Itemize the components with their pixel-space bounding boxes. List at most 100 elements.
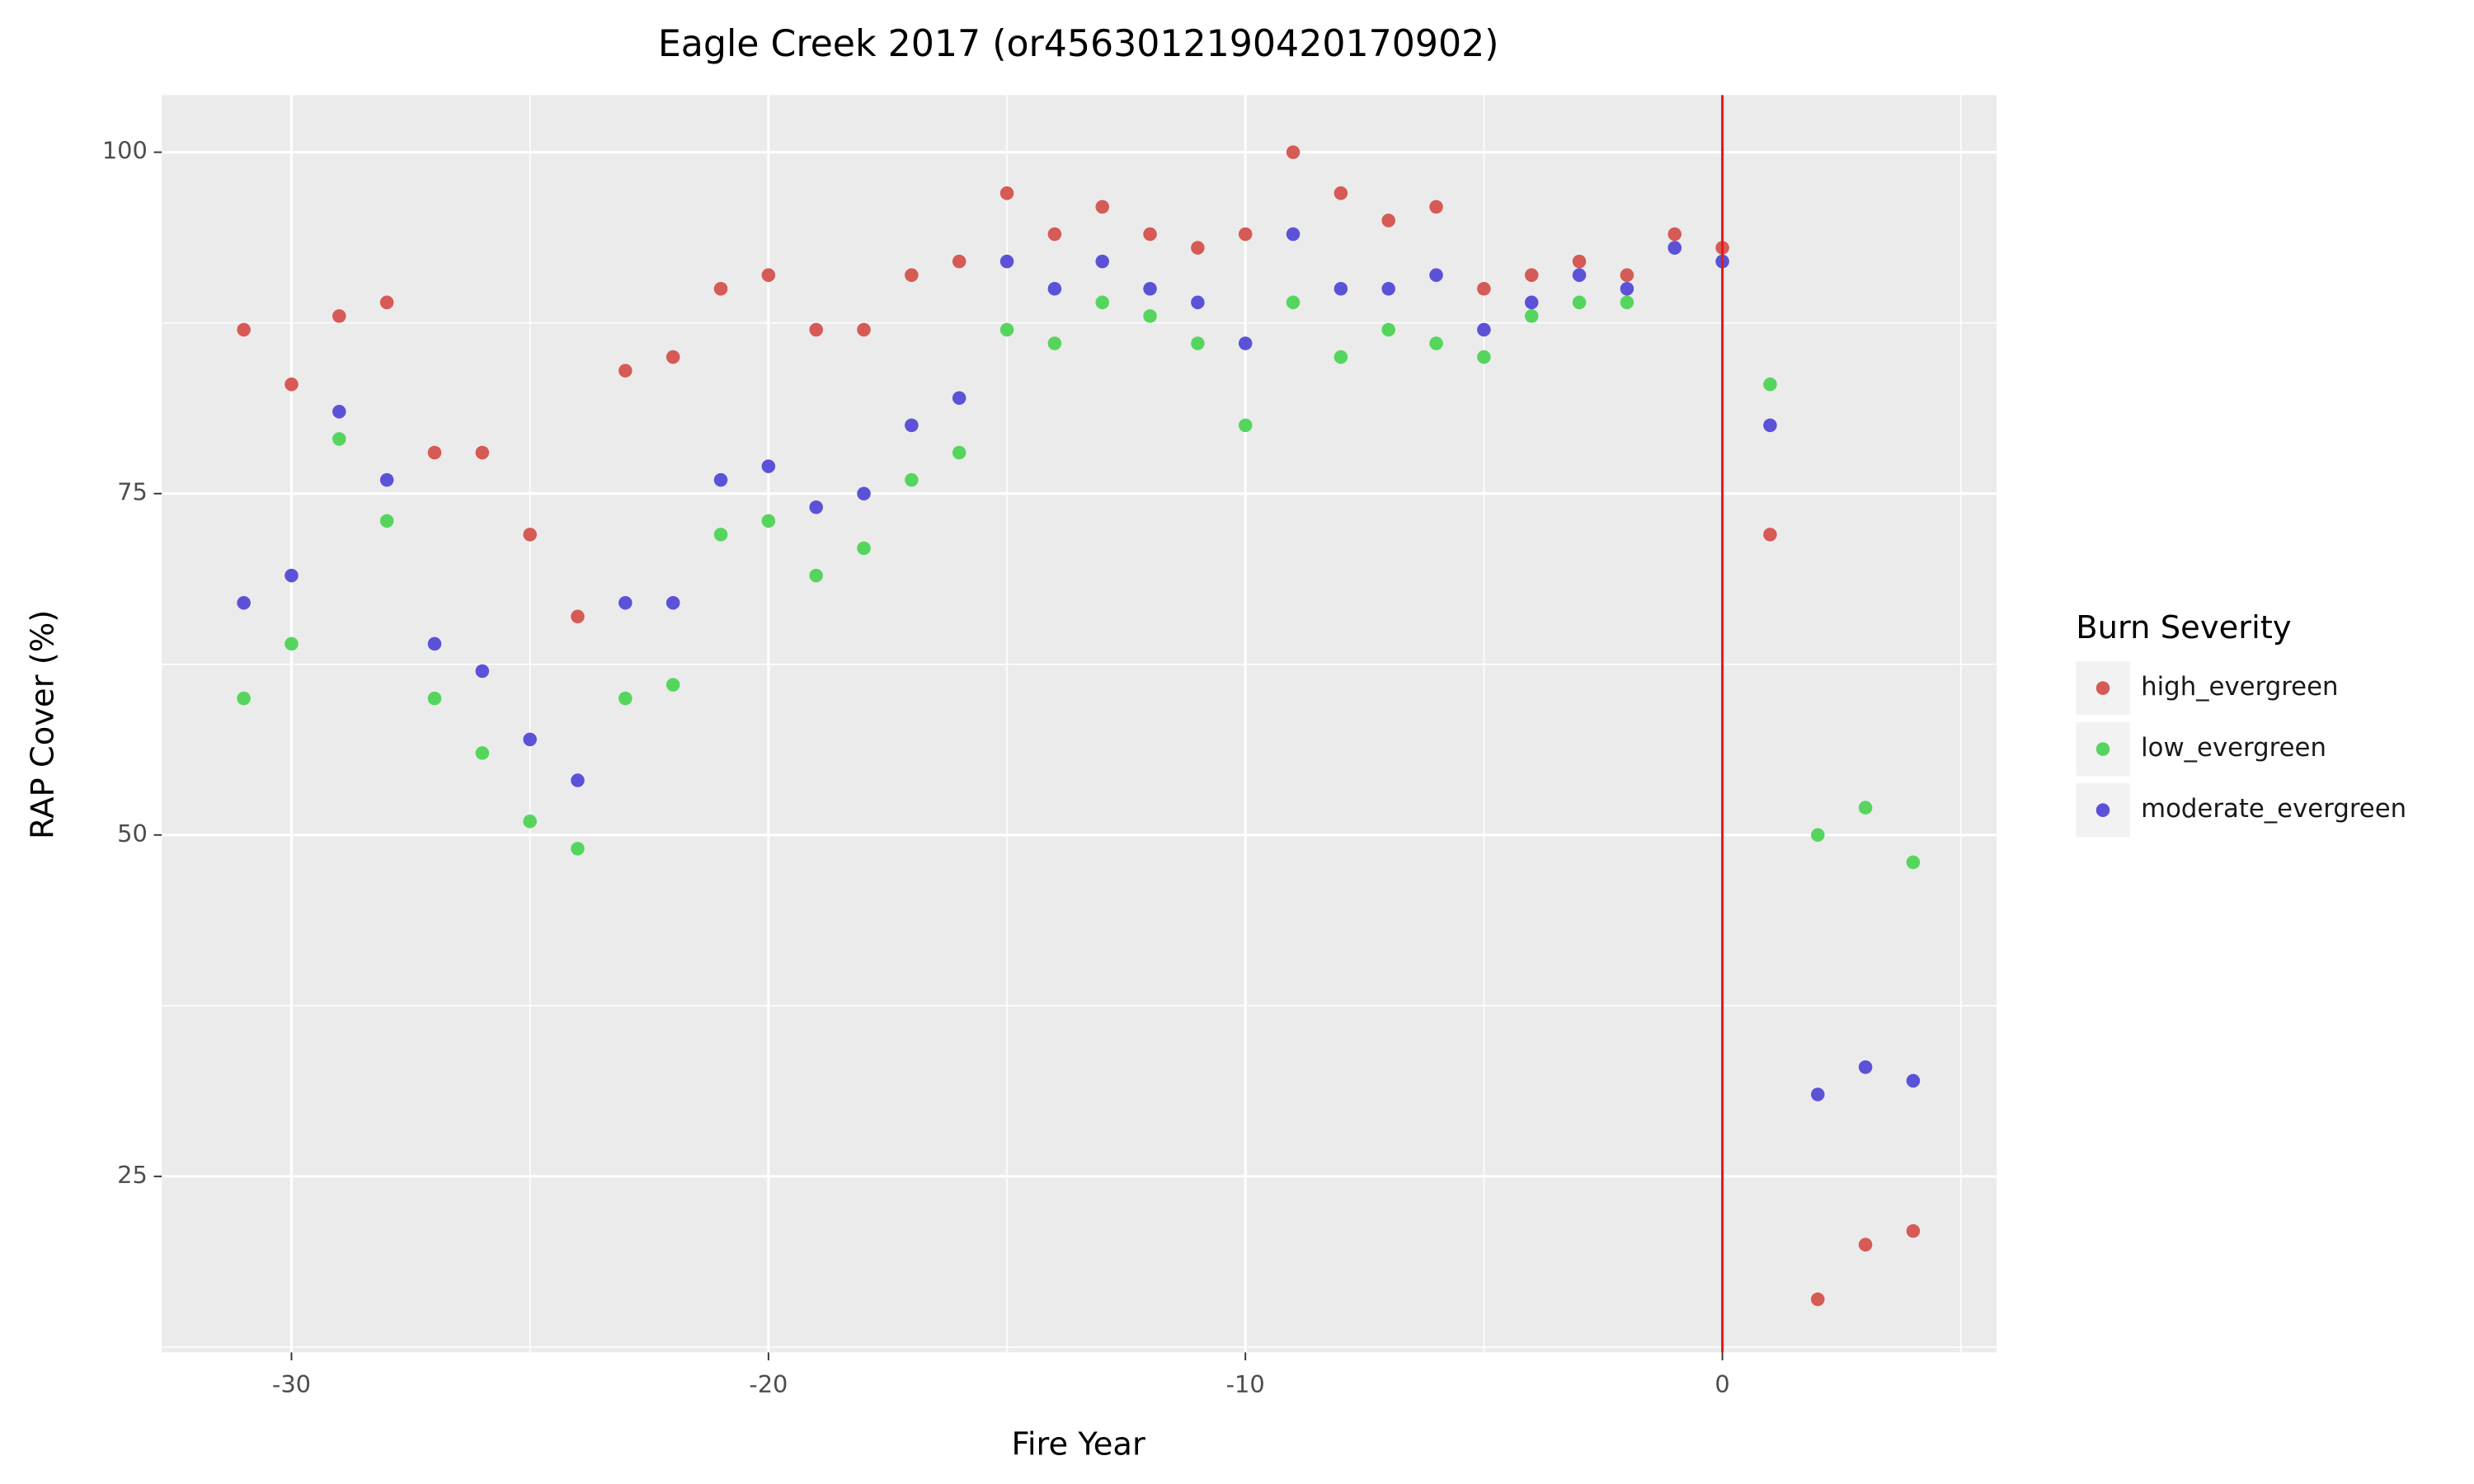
point (1381, 322, 1395, 337)
point (237, 322, 251, 337)
y-tick-label: 100 (102, 137, 148, 165)
point (1286, 227, 1300, 242)
point (1858, 801, 1873, 815)
point (571, 609, 585, 624)
point (237, 595, 251, 610)
point (1095, 295, 1109, 310)
point (999, 322, 1014, 337)
point (1810, 1292, 1825, 1307)
point (1620, 295, 1634, 310)
plot-panel (162, 95, 1997, 1353)
point (713, 528, 728, 542)
point (666, 678, 680, 692)
point (1333, 186, 1348, 200)
point (1667, 227, 1682, 242)
point (1429, 200, 1443, 214)
point (618, 691, 633, 706)
point (1191, 336, 1205, 350)
point (1429, 268, 1443, 282)
point (1333, 281, 1348, 296)
x-tick-label: 0 (1714, 1370, 1729, 1398)
legend-label: high_evergreen (2141, 672, 2338, 702)
point (427, 445, 442, 460)
point (1620, 268, 1634, 282)
point (1191, 241, 1205, 255)
point (1143, 281, 1157, 296)
x-tick-label: -10 (1226, 1370, 1265, 1398)
point (761, 459, 776, 473)
point (1238, 227, 1253, 242)
legend-label: moderate_evergreen (2141, 794, 2406, 824)
y-axis-label: RAP Cover (%) (24, 610, 61, 839)
point (999, 254, 1014, 269)
legend-marker (2095, 742, 2110, 756)
legend-title: Burn Severity (2076, 609, 2291, 646)
point (332, 405, 346, 419)
point (237, 691, 251, 706)
y-tick-label: 25 (117, 1161, 148, 1189)
point (1572, 254, 1587, 269)
point (809, 322, 823, 337)
point (1191, 295, 1205, 310)
point (1047, 336, 1062, 350)
point (571, 842, 585, 856)
point (475, 664, 490, 679)
point (666, 595, 680, 610)
point (1906, 1223, 1921, 1238)
point (1286, 295, 1300, 310)
point (379, 295, 394, 310)
point (857, 486, 871, 500)
chart-title: Eagle Creek 2017 (or4563012190420170902) (658, 23, 1499, 65)
point (999, 186, 1014, 200)
point (379, 472, 394, 487)
point (1810, 828, 1825, 843)
point (618, 595, 633, 610)
point (1572, 268, 1587, 282)
point (905, 268, 919, 282)
point (1477, 281, 1491, 296)
point (523, 528, 537, 542)
point (809, 500, 823, 514)
point (713, 281, 728, 296)
point (905, 472, 919, 487)
point (571, 773, 585, 787)
point (952, 391, 967, 406)
point (332, 309, 346, 323)
legend-marker (2095, 681, 2110, 695)
point (857, 541, 871, 556)
point (1429, 336, 1443, 350)
point (1572, 295, 1587, 310)
point (952, 445, 967, 460)
point (1810, 1087, 1825, 1101)
point (713, 472, 728, 487)
point (905, 418, 919, 433)
point (952, 254, 967, 269)
point (1763, 377, 1777, 392)
x-axis-label: Fire Year (1012, 1425, 1145, 1463)
point (1381, 281, 1395, 296)
point (1381, 214, 1395, 228)
point (332, 432, 346, 446)
x-tick-label: -30 (272, 1370, 311, 1398)
point (285, 377, 299, 392)
point (379, 514, 394, 528)
point (1095, 200, 1109, 214)
point (1095, 254, 1109, 269)
point (1477, 322, 1491, 337)
y-tick-label: 50 (117, 819, 148, 848)
point (1763, 528, 1777, 542)
point (1524, 309, 1539, 323)
point (761, 514, 776, 528)
point (1143, 309, 1157, 323)
point (1524, 268, 1539, 282)
point (1763, 418, 1777, 433)
point (1906, 855, 1921, 870)
point (1286, 145, 1300, 159)
legend-marker (2095, 803, 2110, 817)
point (857, 322, 871, 337)
point (1524, 295, 1539, 310)
point (475, 746, 490, 760)
point (285, 636, 299, 651)
